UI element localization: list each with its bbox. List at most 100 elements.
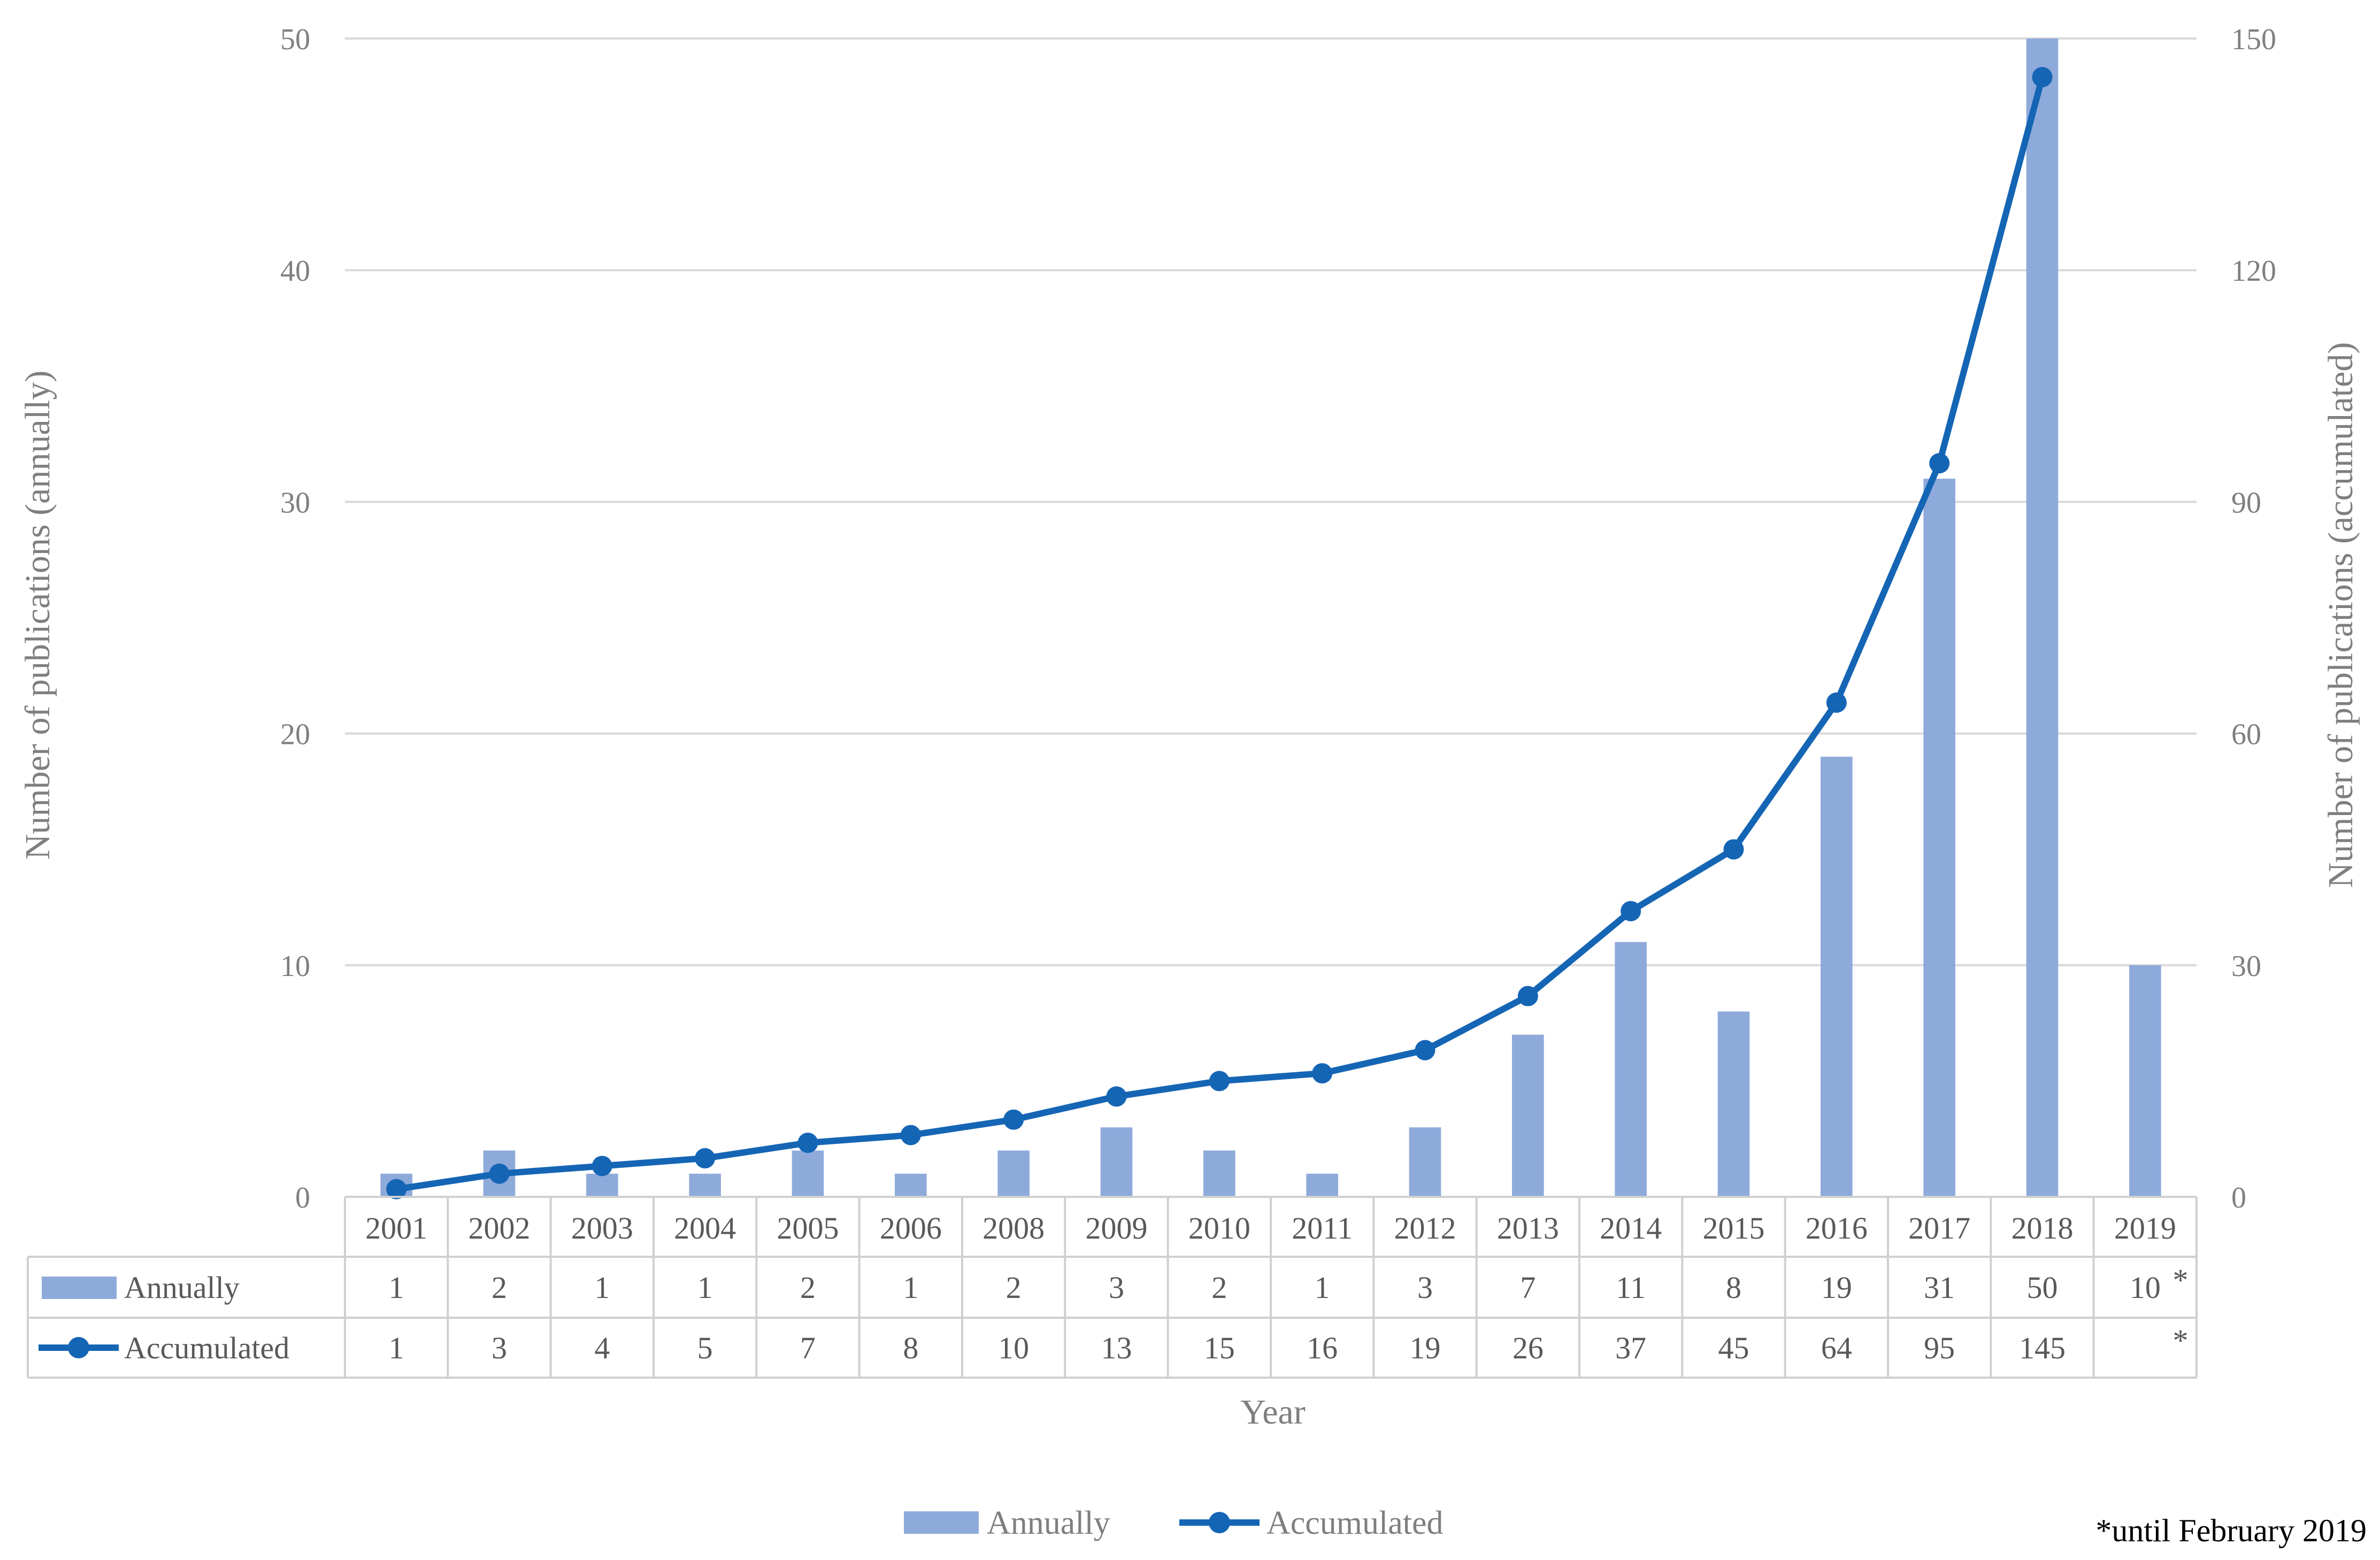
table-row-label: Accumulated	[124, 1331, 289, 1365]
left-axis-tick-label: 10	[280, 950, 310, 983]
legend-marker-accumulated	[1209, 1512, 1230, 1533]
bar-annually-2008	[997, 1150, 1030, 1197]
table-cell: 7	[1520, 1270, 1536, 1305]
point-accumulated-2011	[1312, 1063, 1333, 1083]
table-cell: 50	[2027, 1270, 2058, 1305]
point-accumulated-2017	[1929, 453, 1950, 474]
left-axis-ticks: 0 10 20 30 40 50	[280, 23, 310, 1215]
table-cell: 2	[1211, 1270, 1227, 1305]
x-tick-label: 2003	[571, 1211, 633, 1246]
bar-annually-2004	[689, 1173, 721, 1197]
right-axis-tick-label: 150	[2231, 23, 2276, 56]
bar-annually-2011	[1306, 1173, 1338, 1197]
point-accumulated-2012	[1415, 1040, 1435, 1061]
table-cell: 1	[594, 1270, 610, 1305]
left-axis-tick-label: 20	[280, 718, 310, 751]
bar-annually-2003	[586, 1173, 618, 1197]
point-accumulated-2016	[1826, 692, 1847, 713]
bar-annually-2005	[792, 1150, 824, 1197]
table-cell: 45	[1718, 1331, 1749, 1365]
x-tick-label: 2018	[2012, 1211, 2074, 1246]
point-accumulated-2009	[1106, 1086, 1127, 1107]
table-key-annually	[42, 1277, 117, 1299]
left-axis-tick-label: 0	[295, 1181, 310, 1215]
x-tick-label: 2008	[982, 1211, 1045, 1246]
table-cell: 16	[1307, 1331, 1338, 1365]
table-cell: 5	[697, 1331, 713, 1365]
point-accumulated-2018	[2032, 67, 2053, 88]
x-tick-label: 2012	[1394, 1211, 1456, 1246]
left-axis-title: Number of publications (annually)	[18, 371, 57, 860]
x-tick-label: 2010	[1188, 1211, 1250, 1246]
table-cell: 1	[697, 1270, 713, 1305]
table-cell: 11	[1616, 1270, 1646, 1305]
table-cell: 1	[389, 1270, 404, 1305]
table-cell: 8	[903, 1331, 918, 1365]
table-cell: 3	[492, 1331, 507, 1365]
table-cell: 95	[1924, 1331, 1955, 1365]
legend-label-accumulated: Accumulated	[1266, 1505, 1444, 1541]
table-cell: 1	[389, 1331, 404, 1365]
x-tick-label: 2002	[469, 1211, 531, 1246]
table-cell: 2	[1006, 1270, 1022, 1305]
x-tick-label: 2001	[365, 1211, 427, 1246]
bar-annually-2016	[1821, 756, 1853, 1197]
table-cell: 7	[800, 1331, 816, 1365]
x-tick-label: 2009	[1086, 1211, 1148, 1246]
x-tick-label: 2006	[880, 1211, 942, 1246]
table-cell: 3	[1417, 1270, 1433, 1305]
table-cell: 37	[1615, 1331, 1646, 1365]
right-axis-title: Number of publications (accumulated)	[2321, 342, 2360, 888]
x-tick-label: 2015	[1703, 1211, 1765, 1246]
bar-annually-2014	[1615, 942, 1647, 1197]
right-axis-tick-label: 60	[2231, 718, 2261, 751]
bar-annually-2015	[1717, 1011, 1750, 1197]
annual-bars	[380, 39, 2161, 1197]
bar-annually-2006	[895, 1173, 927, 1197]
accumulated-line-path	[396, 76, 2046, 1193]
x-tick-label: 2016	[1806, 1211, 1868, 1246]
bar-annually-2013	[1512, 1034, 1544, 1197]
footnote: *until February 2019	[2095, 1513, 2367, 1548]
left-axis-tick-label: 30	[280, 486, 310, 519]
table-cell: 2	[492, 1270, 507, 1305]
point-accumulated-2001	[386, 1179, 407, 1200]
bar-annually-2017	[1923, 479, 1955, 1197]
table-cell: 2	[800, 1270, 816, 1305]
table-cell: 145	[2019, 1331, 2066, 1365]
accumulated-line	[386, 67, 2053, 1200]
bar-annually-2018	[2026, 39, 2059, 1197]
table-cell: 3	[1109, 1270, 1124, 1305]
table-cell: 4	[594, 1331, 610, 1365]
x-tick-label: 2011	[1292, 1211, 1353, 1246]
x-tick-label: 2017	[1908, 1211, 1970, 1246]
right-axis-ticks: 0 30 60 90 120 150	[2231, 23, 2276, 1215]
bar-annually-2010	[1203, 1150, 1235, 1197]
table-cell: 8	[1726, 1270, 1741, 1305]
point-accumulated-2006	[900, 1125, 921, 1146]
point-accumulated-2002	[489, 1163, 510, 1184]
point-accumulated-2014	[1621, 901, 1641, 921]
table-cell: 26	[1513, 1331, 1544, 1365]
point-accumulated-2005	[797, 1132, 818, 1153]
point-accumulated-2003	[592, 1156, 612, 1177]
table-cell: 10	[998, 1331, 1029, 1365]
point-accumulated-2013	[1517, 986, 1538, 1006]
table-cell: 19	[1821, 1270, 1852, 1305]
table-cell: 13	[1101, 1331, 1132, 1365]
left-axis-tick-label: 40	[280, 255, 310, 288]
legend-swatch-annually	[904, 1511, 979, 1534]
bar-annually-2019	[2129, 965, 2161, 1197]
table-cell: 1	[903, 1270, 918, 1305]
table-row-label: Annually	[124, 1270, 240, 1305]
table-cell: 64	[1821, 1331, 1852, 1365]
table-cell: 1	[1315, 1270, 1330, 1305]
table-key-accumulated-marker	[68, 1337, 89, 1358]
table-cell: 15	[1204, 1331, 1235, 1365]
x-tick-label: 2013	[1497, 1211, 1559, 1246]
table-note-asterisk: *	[2173, 1323, 2189, 1358]
table-note-asterisk: *	[2173, 1263, 2189, 1297]
point-accumulated-2008	[1003, 1109, 1024, 1130]
legend: Annually Accumulated	[904, 1505, 1444, 1541]
